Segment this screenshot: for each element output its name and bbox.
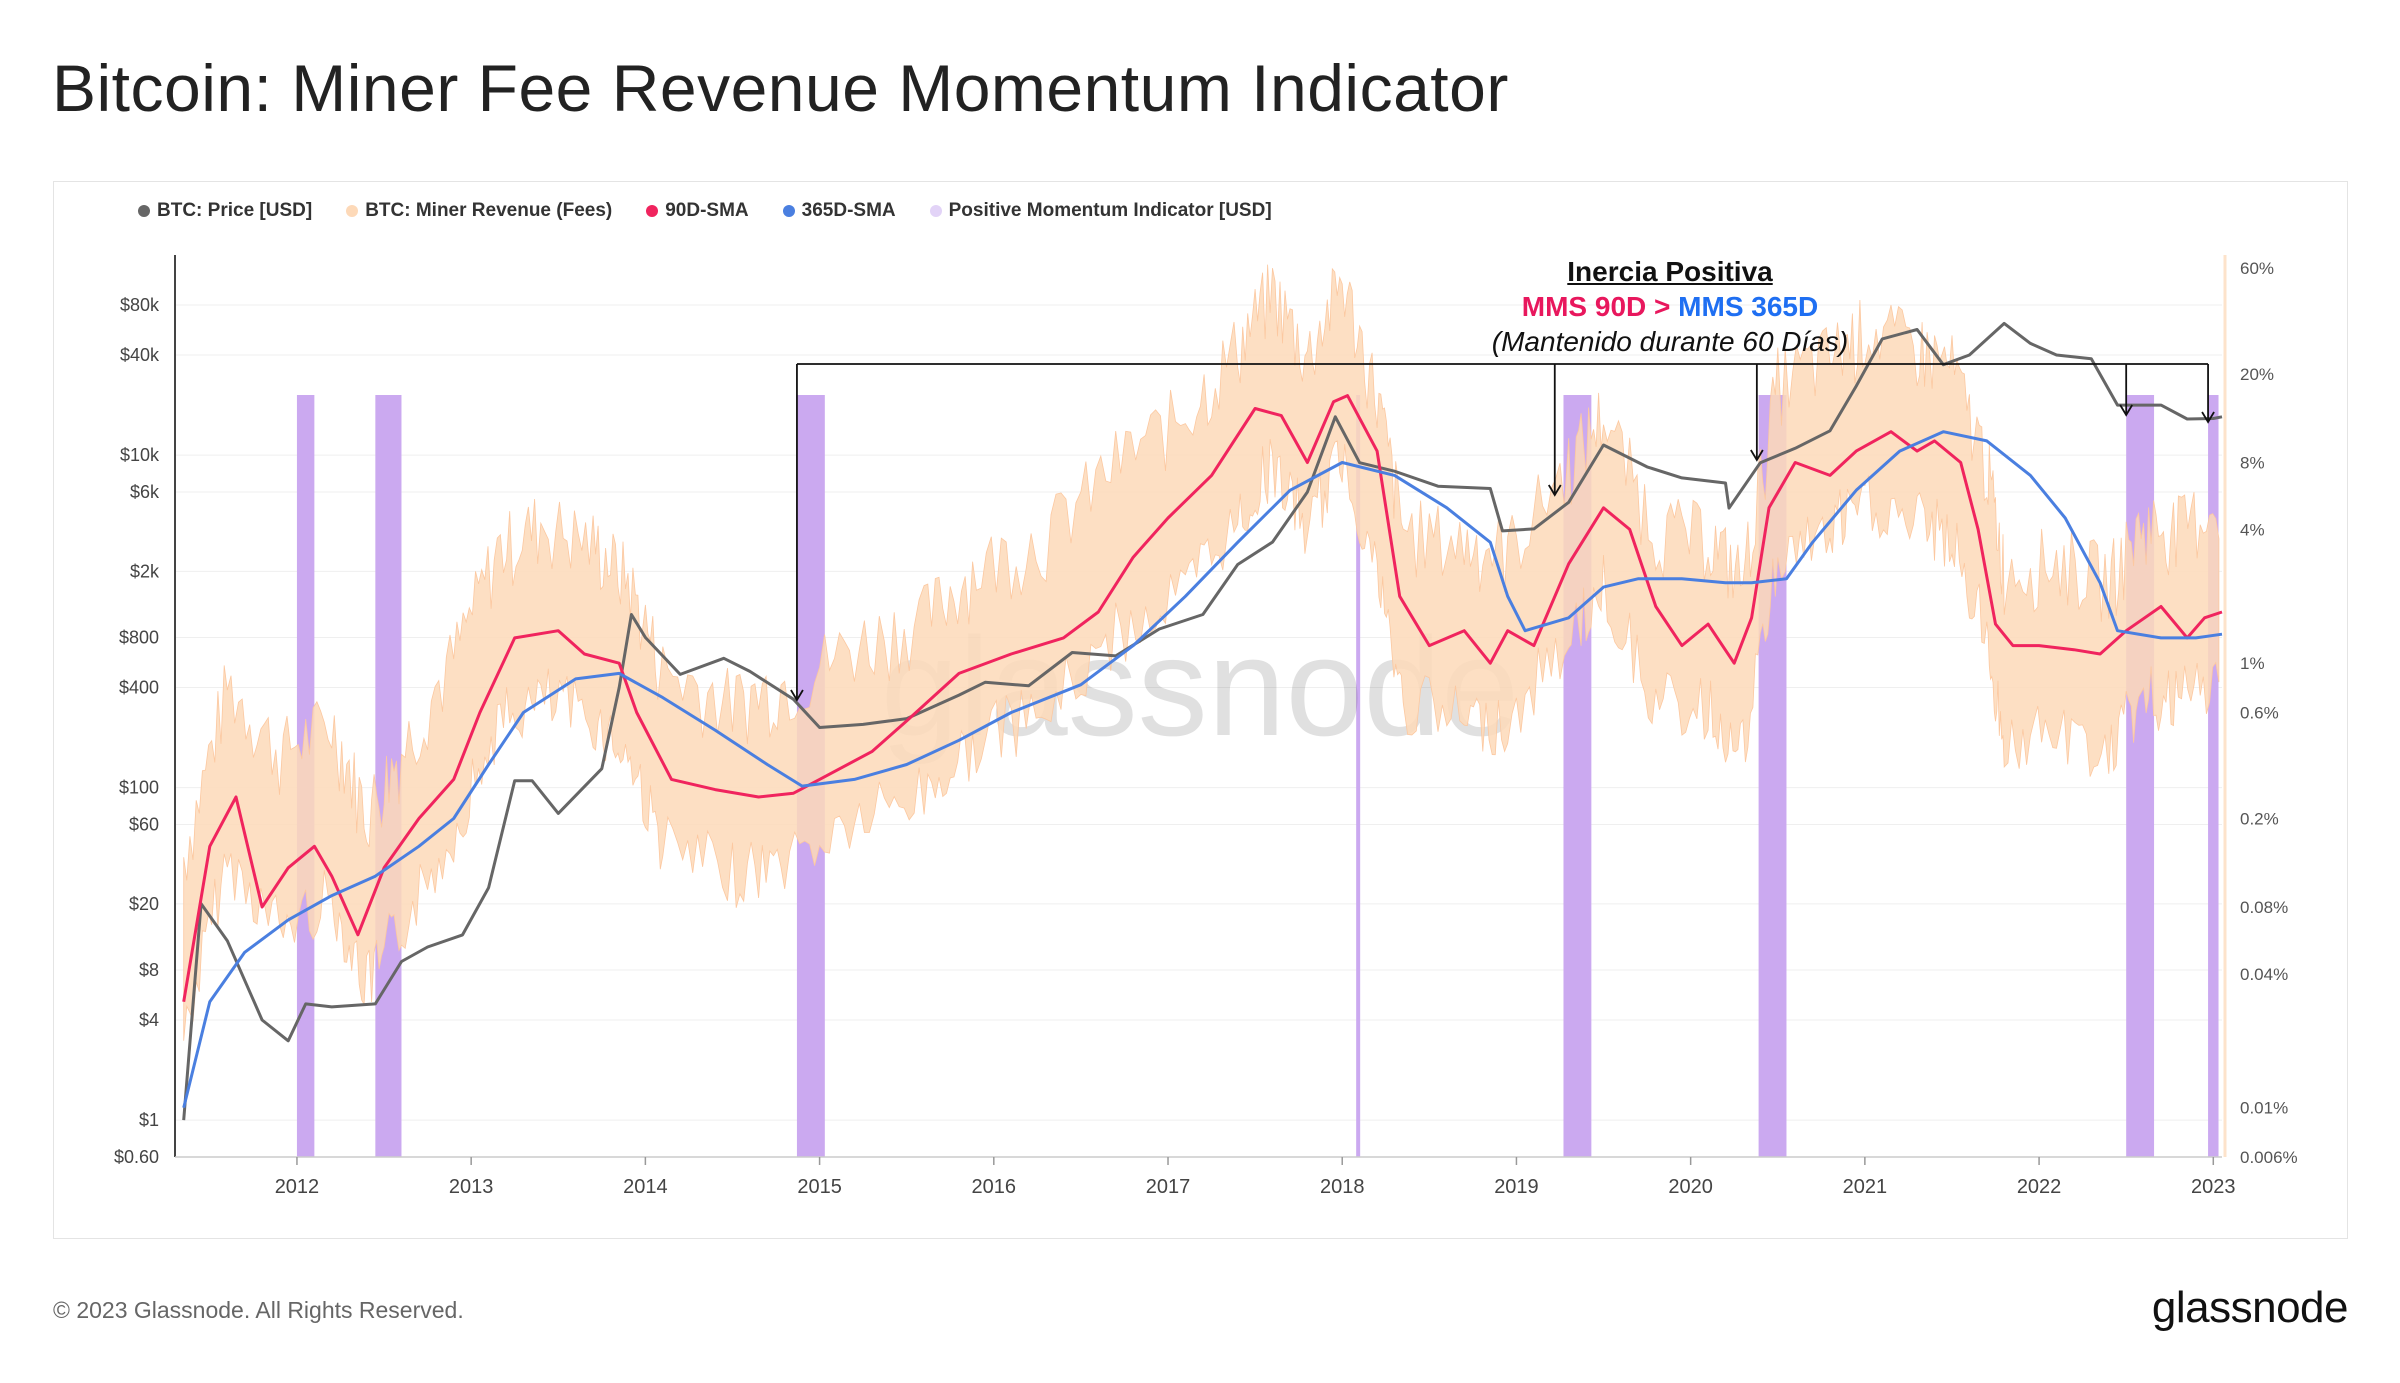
legend-item-fees[interactable]: BTC: Miner Revenue (Fees) (346, 200, 612, 222)
left-tick-label: $60 (129, 815, 159, 835)
annotation-arrow-head (1750, 449, 1764, 462)
x-tick-label: 2020 (1668, 1176, 1713, 1198)
annotation-arrow-head (2201, 411, 2215, 424)
annotation-arrows (790, 363, 2215, 702)
x-tick-label: 2019 (1494, 1176, 1539, 1198)
right-tick-label: 4% (2240, 520, 2265, 539)
annotation-arrow-head (1547, 484, 1562, 497)
x-tick-label: 2015 (797, 1176, 842, 1198)
right-tick-label: 60% (2240, 259, 2274, 278)
left-tick-label: $10k (120, 445, 160, 465)
right-tick-label: 20% (2240, 365, 2274, 384)
momentum-bar (2208, 395, 2219, 1157)
legend-label-sma90: 90D-SMA (665, 200, 749, 221)
annotation-sma90: MMS 90D (1521, 291, 1647, 322)
right-tick-label: 0.6% (2240, 704, 2279, 723)
x-tick-label: 2018 (1320, 1176, 1365, 1198)
x-tick-label: 2013 (449, 1176, 494, 1198)
x-tick-label: 2022 (2017, 1176, 2062, 1198)
momentum-bar (2126, 395, 2155, 1157)
legend-item-price[interactable]: BTC: Price [USD] (138, 200, 312, 222)
axes: $80k $40k $10k $6k $2k $800 $400 $100 $60 $20 $8 $4… (114, 255, 2298, 1198)
annotation-arrow-head (790, 689, 804, 702)
right-tick-label: 0.006% (2240, 1148, 2298, 1167)
legend-dot-fees (346, 205, 359, 217)
legend-dot-sma90 (646, 205, 659, 217)
chart-frame (53, 181, 2348, 1239)
left-tick-label: $400 (119, 678, 159, 698)
legend-item-sma90[interactable]: 90D-SMA (646, 200, 749, 222)
left-tick-label: $8 (139, 960, 159, 980)
fees-band (183, 264, 2220, 1041)
left-tick-label: $6k (130, 482, 160, 502)
left-tick-label: $2k (130, 561, 160, 581)
momentum-bar (1356, 395, 1361, 1157)
x-tick-label: 2021 (1843, 1176, 1888, 1198)
annotation-title: Inercia Positiva (1567, 256, 1773, 287)
legend-label-sma365: 365D-SMA (801, 200, 896, 221)
sma365-line (182, 430, 2223, 1109)
legend-label-momentum: Positive Momentum Indicator [USD] (948, 200, 1272, 221)
x-tick-label: 2012 (275, 1176, 320, 1198)
annotation-gt: > (1646, 291, 1679, 322)
left-tick-label: $80k (120, 295, 160, 315)
x-tick-label: 2023 (2191, 1176, 2236, 1198)
x-tick-label: 2014 (623, 1176, 668, 1198)
annotation-box: Inercia Positiva MMS 90D > MMS 365D (Man… (1470, 254, 1870, 359)
legend-item-momentum[interactable]: Positive Momentum Indicator [USD] (929, 200, 1272, 222)
left-tick-label: $100 (119, 778, 159, 798)
left-tick-label: $1 (139, 1110, 159, 1130)
left-tick-label: $0.60 (114, 1147, 159, 1167)
legend-dot-sma365 (782, 205, 795, 217)
fee-band-area (183, 264, 2220, 1041)
copyright: © 2023 Glassnode. All Rights Reserved. (53, 1297, 464, 1323)
brand-logo[interactable]: glassnode (2151, 1283, 2349, 1332)
legend-label-fees: BTC: Miner Revenue (Fees) (365, 200, 613, 221)
right-tick-label: 8% (2240, 453, 2265, 472)
left-tick-label: $800 (119, 627, 159, 647)
annotation-note: (Mantenido durante 60 Días) (1491, 326, 1849, 357)
legend-label-price: BTC: Price [USD] (157, 200, 313, 221)
series-lines (182, 321, 2223, 1121)
right-tick-label: 0.08% (2240, 898, 2288, 917)
page-title: Bitcoin: Miner Fee Revenue Momentum Indi… (52, 51, 1509, 125)
left-tick-label: $40k (120, 345, 160, 365)
annotation-sma365: MMS 365D (1678, 291, 1819, 322)
right-tick-label: 0.2% (2240, 810, 2279, 829)
sma90-line (182, 394, 2223, 1002)
left-tick-label: $4 (139, 1010, 159, 1030)
right-tick-label: 0.04% (2240, 965, 2288, 984)
annotation-condition: MMS 90D > MMS 365D (1470, 289, 1870, 324)
left-tick-label: $20 (129, 894, 159, 914)
chart-legend: BTC: Price [USD] BTC: Miner Revenue (Fee… (138, 200, 1272, 222)
x-tick-label: 2017 (1146, 1176, 1191, 1198)
legend-item-sma365[interactable]: 365D-SMA (782, 200, 896, 222)
legend-dot-price (138, 205, 150, 217)
x-tick-label: 2016 (972, 1176, 1017, 1198)
price-line (182, 321, 2223, 1121)
annotation-arrow-head (2119, 404, 2133, 417)
right-tick-label: 1% (2240, 654, 2265, 673)
right-tick-label: 0.01% (2240, 1099, 2288, 1118)
legend-dot-momentum (929, 205, 942, 217)
